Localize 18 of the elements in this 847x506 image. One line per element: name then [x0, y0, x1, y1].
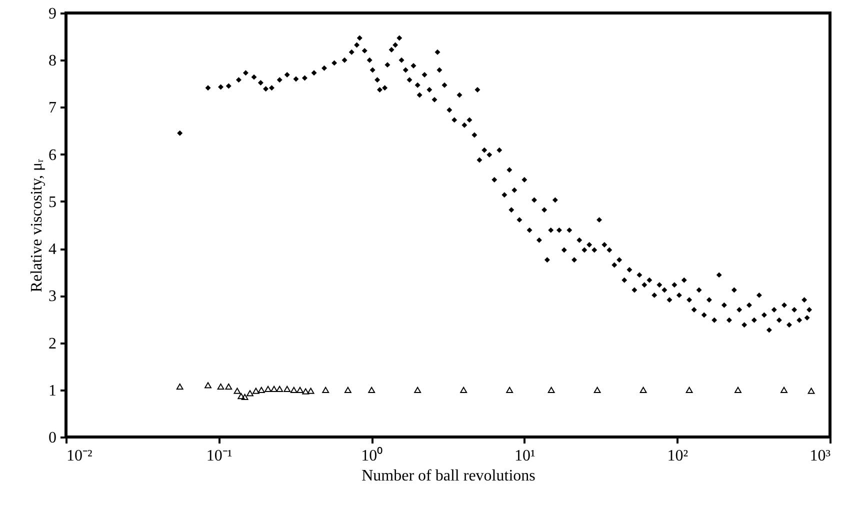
y-tick-label: 1	[48, 382, 56, 400]
x-tick-label: 10³	[810, 448, 831, 464]
y-tick-label: 9	[48, 6, 56, 22]
x-tick-label: 10⁰	[361, 446, 384, 464]
y-axis-title: Relative viscosity, μᵣ	[28, 158, 46, 292]
x-tick-label: 10⁻¹	[206, 448, 232, 464]
x-tick-label: 10¹	[514, 448, 536, 464]
y-tick-label: 6	[48, 146, 56, 164]
y-tick-label: 3	[48, 288, 56, 306]
y-tick-label: 0	[48, 430, 56, 446]
x-tick-label: 10²	[667, 448, 688, 464]
x-axis-title: Number of ball revolutions	[362, 468, 536, 484]
y-tick-label: 5	[48, 194, 56, 211]
y-tick-label: 4	[48, 241, 56, 258]
x-tick-label: 10⁻²	[66, 448, 92, 464]
y-tick-label: 8	[48, 52, 56, 70]
y-tick-label: 7	[48, 100, 56, 117]
y-tick-label: 2	[48, 335, 56, 352]
